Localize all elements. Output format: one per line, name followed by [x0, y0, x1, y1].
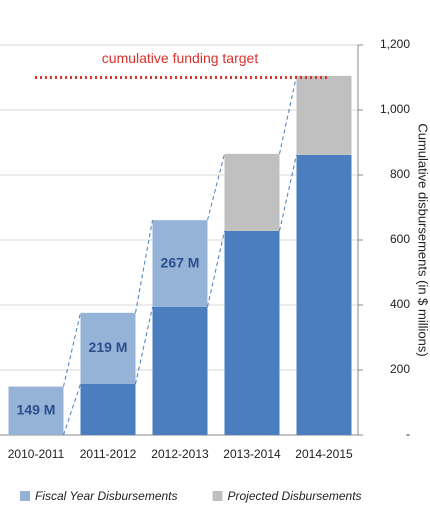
bar-segment: [8, 386, 64, 435]
bar-segment: [224, 230, 280, 435]
y-tick-label: 1,000: [380, 102, 410, 116]
y-tick-label: -: [406, 427, 410, 441]
x-tick-label: 2013-2014: [223, 447, 281, 461]
bar-segment: [152, 220, 208, 307]
bar-segment: [296, 75, 352, 155]
connector: [207, 230, 225, 308]
connector: [135, 306, 153, 385]
connector: [63, 312, 81, 387]
x-tick-label: 2010-2011: [8, 447, 65, 461]
bar-segment: [80, 312, 136, 384]
connector: [207, 153, 225, 221]
y-tick-label: 1,200: [380, 37, 410, 51]
connector: [279, 75, 297, 154]
bar-segment: [152, 306, 208, 435]
target-label: cumulative funding target: [102, 50, 259, 66]
connector: [63, 383, 81, 436]
bar-segment: [224, 153, 280, 231]
y-axis-label: Cumulative disbursements (in $ millions): [416, 123, 430, 356]
connector: [135, 220, 153, 313]
bar-segment: [296, 154, 352, 435]
x-tick-label: 2011-2012: [80, 447, 137, 461]
legend-swatch: [212, 491, 223, 501]
data-label: 149 M: [17, 401, 56, 417]
y-tick-label: 200: [390, 362, 410, 376]
x-tick-label: 2014-2015: [295, 447, 353, 461]
legend-swatch: [20, 491, 30, 501]
y-tick-label: 400: [390, 297, 410, 311]
legend-label: Fiscal Year Disbursements: [35, 489, 178, 503]
y-tick-label: 600: [390, 232, 410, 246]
data-label: 219 M: [89, 339, 128, 355]
data-label: 267 M: [161, 254, 200, 270]
legend-label: Projected Disbursements: [228, 489, 362, 503]
y-tick-label: 800: [390, 167, 410, 181]
x-tick-label: 2012-2013: [151, 447, 209, 461]
connector: [279, 154, 297, 232]
bar-segment: [80, 383, 136, 435]
